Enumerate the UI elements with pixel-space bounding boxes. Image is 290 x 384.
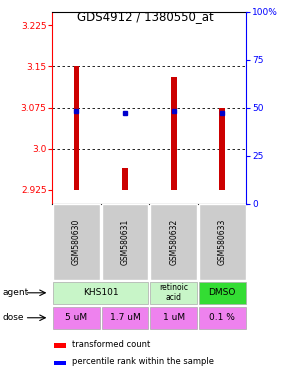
Bar: [150, 281, 197, 304]
Text: 5 uM: 5 uM: [66, 313, 88, 322]
Bar: [102, 306, 148, 329]
Text: GDS4912 / 1380550_at: GDS4912 / 1380550_at: [77, 10, 213, 23]
Text: retinoic
acid: retinoic acid: [159, 283, 188, 303]
Text: GSM580631: GSM580631: [121, 219, 130, 265]
Text: KHS101: KHS101: [83, 288, 119, 297]
Text: agent: agent: [3, 288, 29, 297]
Text: dose: dose: [3, 313, 24, 322]
Text: percentile rank within the sample: percentile rank within the sample: [72, 357, 214, 366]
Bar: [199, 204, 246, 280]
Text: DMSO: DMSO: [209, 288, 236, 297]
Text: transformed count: transformed count: [72, 339, 150, 349]
Bar: [54, 361, 66, 365]
Bar: [171, 77, 177, 190]
Bar: [102, 204, 148, 280]
Text: GSM580633: GSM580633: [218, 219, 227, 265]
Text: 1.7 uM: 1.7 uM: [110, 313, 140, 322]
Text: GSM580630: GSM580630: [72, 219, 81, 265]
Text: GSM580632: GSM580632: [169, 219, 178, 265]
Bar: [199, 281, 246, 304]
Bar: [54, 343, 66, 348]
Bar: [53, 281, 148, 304]
Bar: [122, 168, 128, 190]
Bar: [53, 306, 100, 329]
Bar: [219, 108, 225, 190]
Bar: [150, 204, 197, 280]
Bar: [199, 306, 246, 329]
Bar: [150, 306, 197, 329]
Text: 0.1 %: 0.1 %: [209, 313, 235, 322]
Bar: [53, 204, 100, 280]
Text: 1 uM: 1 uM: [163, 313, 185, 322]
Bar: [74, 66, 79, 190]
